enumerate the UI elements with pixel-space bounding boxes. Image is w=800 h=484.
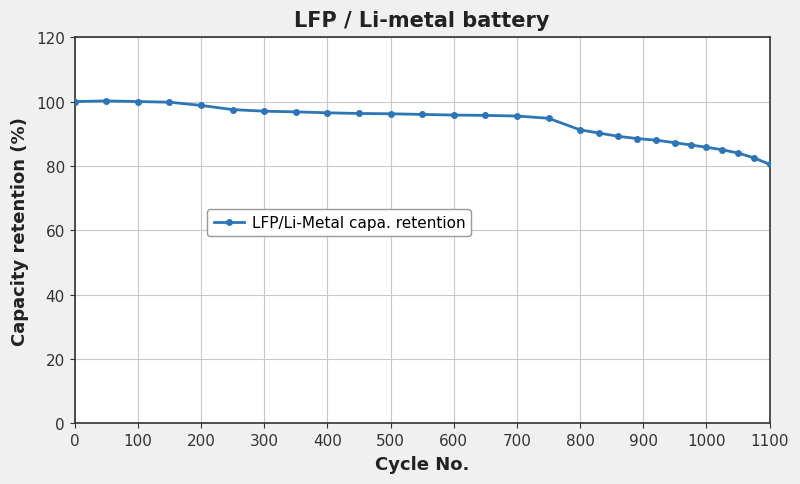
LFP/Li-Metal capa. retention: [749, 156, 758, 162]
LFP/Li-Metal capa. retention: [102, 99, 111, 105]
LFP/Li-Metal capa. retention: [228, 107, 238, 113]
LFP/Li-Metal capa. retention: [196, 103, 206, 109]
LFP/Li-Metal capa. retention: [544, 116, 554, 122]
LFP/Li-Metal capa. retention: [449, 113, 458, 119]
Legend: LFP/Li-Metal capa. retention: LFP/Li-Metal capa. retention: [207, 210, 471, 237]
LFP/Li-Metal capa. retention: [575, 128, 585, 134]
X-axis label: Cycle No.: Cycle No.: [375, 455, 470, 473]
LFP/Li-Metal capa. retention: [259, 109, 269, 115]
LFP/Li-Metal capa. retention: [765, 162, 774, 168]
LFP/Li-Metal capa. retention: [734, 151, 743, 157]
Title: LFP / Li-metal battery: LFP / Li-metal battery: [294, 11, 550, 31]
LFP/Li-Metal capa. retention: [418, 112, 427, 118]
LFP/Li-Metal capa. retention: [651, 138, 661, 144]
LFP/Li-Metal capa. retention: [481, 113, 490, 119]
LFP/Li-Metal capa. retention: [594, 131, 604, 136]
LFP/Li-Metal capa. retention: [632, 136, 642, 142]
LFP/Li-Metal capa. retention: [718, 148, 727, 153]
LFP/Li-Metal capa. retention: [386, 112, 395, 118]
LFP/Li-Metal capa. retention: [670, 140, 680, 146]
LFP/Li-Metal capa. retention: [70, 99, 79, 105]
LFP/Li-Metal capa. retention: [322, 111, 332, 117]
LFP/Li-Metal capa. retention: [686, 143, 695, 149]
LFP/Li-Metal capa. retention: [133, 99, 142, 105]
LFP/Li-Metal capa. retention: [512, 114, 522, 120]
LFP/Li-Metal capa. retention: [291, 110, 301, 116]
Line: LFP/Li-Metal capa. retention: LFP/Li-Metal capa. retention: [72, 99, 773, 168]
Y-axis label: Capacity retention (%): Capacity retention (%): [11, 117, 29, 345]
LFP/Li-Metal capa. retention: [702, 145, 711, 151]
LFP/Li-Metal capa. retention: [614, 134, 623, 140]
LFP/Li-Metal capa. retention: [354, 111, 364, 117]
LFP/Li-Metal capa. retention: [165, 100, 174, 106]
